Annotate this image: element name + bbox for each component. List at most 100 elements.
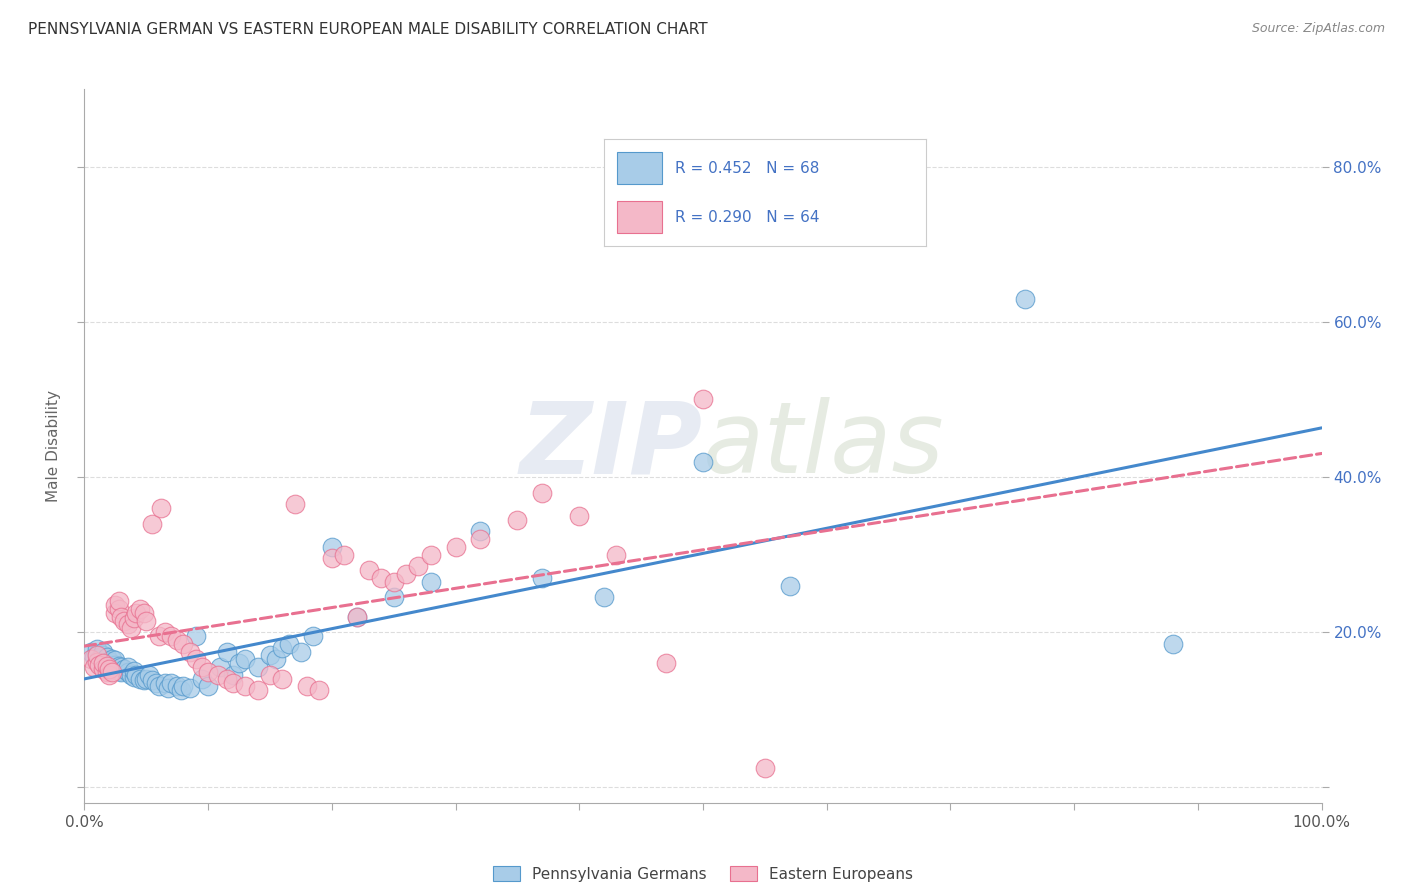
Point [86, 648, 108, 663]
Point [141, 516, 163, 531]
Point [110, 665, 132, 680]
Point [153, 625, 176, 640]
Point [122, 670, 145, 684]
Point [333, 548, 356, 562]
Point [408, 559, 430, 574]
Point [419, 548, 441, 562]
Point [89, 657, 111, 672]
Point [145, 675, 167, 690]
Point [395, 566, 418, 581]
Point [110, 660, 132, 674]
Point [104, 606, 127, 620]
Point [104, 653, 127, 667]
Point [382, 574, 405, 589]
Point [179, 644, 201, 658]
Point [104, 657, 127, 672]
Point [100, 665, 122, 680]
Point [419, 574, 441, 589]
Point [166, 632, 188, 647]
Point [122, 611, 145, 625]
Point [129, 602, 152, 616]
Point [264, 652, 287, 666]
Point [209, 660, 232, 674]
Point [104, 598, 127, 612]
Point [271, 672, 294, 686]
Point [83, 650, 105, 665]
Point [295, 680, 318, 694]
Point [91, 662, 114, 676]
Point [96, 650, 118, 665]
Point [222, 668, 245, 682]
Point [1161, 637, 1184, 651]
Point [754, 761, 776, 775]
Point [153, 675, 176, 690]
Point [98, 662, 121, 676]
Point [191, 660, 214, 674]
Point [98, 668, 121, 682]
Point [370, 571, 392, 585]
Point [98, 654, 121, 668]
Point [692, 454, 714, 468]
Point [86, 647, 108, 661]
Text: PENNSYLVANIA GERMAN VS EASTERN EUROPEAN MALE DISABILITY CORRELATION CHART: PENNSYLVANIA GERMAN VS EASTERN EUROPEAN … [28, 22, 707, 37]
Point [197, 665, 219, 680]
Point [184, 629, 207, 643]
Point [83, 660, 105, 674]
Point [120, 621, 142, 635]
Point [1014, 292, 1036, 306]
Point [117, 665, 139, 680]
Point [132, 673, 155, 688]
Point [172, 637, 194, 651]
Point [89, 652, 111, 666]
Point [215, 644, 238, 658]
Point [138, 668, 160, 682]
Point [104, 662, 127, 676]
Point [259, 668, 281, 682]
Point [692, 392, 714, 407]
Legend: Pennsylvania Germans, Eastern Europeans: Pennsylvania Germans, Eastern Europeans [486, 860, 920, 888]
Point [444, 540, 467, 554]
Point [91, 656, 114, 670]
Text: ZIP: ZIP [520, 398, 703, 494]
Point [302, 629, 325, 643]
Point [79, 644, 101, 658]
Point [531, 571, 554, 585]
Point [277, 637, 299, 651]
Point [531, 485, 554, 500]
Point [86, 642, 108, 657]
Point [157, 681, 180, 695]
Point [308, 683, 330, 698]
Point [228, 656, 250, 670]
Point [91, 648, 114, 663]
Point [108, 664, 131, 678]
Point [96, 659, 118, 673]
Point [120, 668, 142, 682]
Point [568, 508, 591, 523]
Point [117, 660, 139, 674]
Point [86, 655, 108, 669]
Y-axis label: Male Disability: Male Disability [46, 390, 62, 502]
Point [233, 652, 256, 666]
Point [172, 680, 194, 694]
Point [506, 513, 529, 527]
Point [108, 659, 131, 673]
Point [148, 680, 170, 694]
Point [605, 548, 627, 562]
Point [125, 606, 148, 620]
Point [100, 657, 122, 672]
Point [470, 524, 492, 539]
Point [96, 656, 118, 670]
Point [79, 652, 101, 666]
Point [117, 617, 139, 632]
Point [132, 606, 155, 620]
Point [96, 665, 118, 680]
Point [91, 644, 114, 658]
Point [382, 591, 405, 605]
Point [321, 540, 343, 554]
Point [160, 675, 183, 690]
Text: atlas: atlas [703, 398, 945, 494]
Point [91, 655, 114, 669]
Point [470, 532, 492, 546]
Point [100, 652, 122, 666]
Point [179, 681, 201, 695]
